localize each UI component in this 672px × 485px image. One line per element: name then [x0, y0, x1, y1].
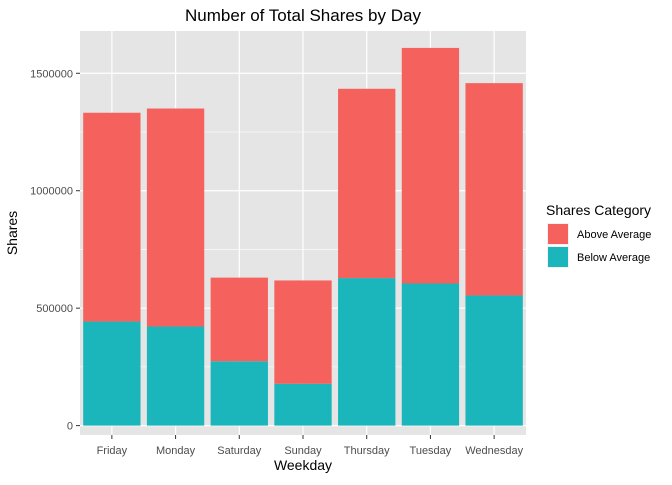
y-tick-label: 0: [67, 421, 73, 433]
bar-monday-below-average: [147, 326, 204, 425]
x-tick-label: Wednesday: [465, 445, 523, 457]
x-tick-label: Tuesday: [410, 445, 452, 457]
y-axis-title: Shares: [4, 211, 20, 255]
legend-label-below-average: Below Average: [577, 252, 650, 264]
bar-friday-below-average: [83, 322, 140, 426]
y-tick-label: 1500000: [30, 68, 73, 80]
bar-friday-above-average: [83, 113, 140, 322]
y-tick-label: 500000: [36, 303, 73, 315]
bar-tuesday-below-average: [402, 284, 459, 426]
bar-tuesday-above-average: [402, 48, 459, 284]
bar-saturday-below-average: [211, 361, 268, 425]
x-tick-label: Thursday: [344, 445, 390, 457]
x-tick-label: Saturday: [217, 445, 262, 457]
legend-label-above-average: Above Average: [577, 229, 651, 241]
bar-saturday-above-average: [211, 278, 268, 362]
bar-sunday-below-average: [274, 384, 331, 426]
legend-swatch-above-average: [548, 224, 568, 244]
chart-title: Number of Total Shares by Day: [185, 6, 421, 25]
x-tick-label: Monday: [156, 445, 196, 457]
bar-thursday-above-average: [338, 89, 395, 278]
y-tick-label: 1000000: [30, 186, 73, 198]
x-axis-ticks: Friday Monday Saturday Sunday Thursday Tuesda…: [97, 435, 524, 457]
legend-swatch-below-average: [548, 247, 568, 267]
bar-thursday-below-average: [338, 278, 395, 426]
x-tick-label: Sunday: [284, 445, 322, 457]
legend-title: Shares Category: [546, 202, 651, 218]
y-axis-ticks: 0 500000 1000000 1500000: [30, 68, 80, 432]
x-axis-title: Weekday: [274, 457, 332, 473]
legend: Shares Category Above Average Below Avera…: [546, 202, 651, 268]
bar-wednesday-above-average: [465, 83, 522, 295]
bar-sunday-above-average: [274, 280, 331, 383]
bar-wednesday-below-average: [465, 295, 522, 425]
bar-monday-above-average: [147, 109, 204, 327]
x-tick-label: Friday: [97, 445, 128, 457]
